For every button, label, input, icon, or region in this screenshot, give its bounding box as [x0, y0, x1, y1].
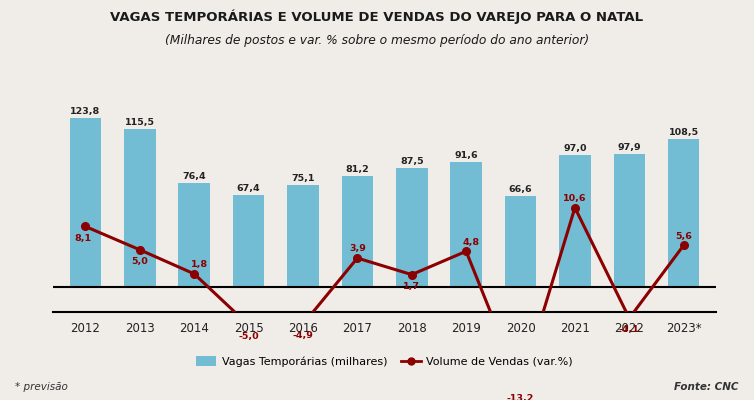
Bar	[179, 183, 210, 287]
Text: 76,4: 76,4	[182, 172, 206, 181]
Text: Fonte: CNC: Fonte: CNC	[674, 382, 739, 392]
Text: VAGAS TEMPORÁRIAS E VOLUME DE VENDAS DO VAREJO PARA O NATAL: VAGAS TEMPORÁRIAS E VOLUME DE VENDAS DO …	[110, 10, 644, 24]
Bar	[450, 162, 482, 287]
Text: -5,0: -5,0	[238, 332, 259, 341]
Text: 4,8: 4,8	[463, 238, 480, 246]
Text: 108,5: 108,5	[669, 128, 699, 137]
Text: 5,6: 5,6	[676, 232, 692, 240]
Text: 81,2: 81,2	[345, 165, 369, 174]
Text: 66,6: 66,6	[509, 185, 532, 194]
Text: 91,6: 91,6	[455, 151, 478, 160]
Text: * previsão: * previsão	[15, 382, 68, 392]
Text: 1,8: 1,8	[191, 260, 208, 269]
Text: 87,5: 87,5	[400, 157, 424, 166]
Text: 97,9: 97,9	[618, 142, 641, 152]
Text: 67,4: 67,4	[237, 184, 260, 193]
Text: 8,1: 8,1	[74, 234, 91, 243]
Bar	[559, 155, 590, 287]
Text: -13,2: -13,2	[507, 394, 534, 400]
Bar	[124, 130, 155, 287]
Bar	[233, 195, 265, 287]
Text: (Milhares de postos e var. % sobre o mesmo período do ano anterior): (Milhares de postos e var. % sobre o mes…	[165, 34, 589, 47]
Text: 75,1: 75,1	[291, 174, 314, 183]
Legend: Vagas Temporárias (milhares), Volume de Vendas (var.%): Vagas Temporárias (milhares), Volume de …	[192, 352, 578, 371]
Text: 5,0: 5,0	[131, 257, 149, 266]
Bar	[396, 168, 428, 287]
Text: -4,1: -4,1	[619, 325, 639, 334]
Bar	[69, 118, 101, 287]
Text: -4,9: -4,9	[293, 331, 314, 340]
Text: 123,8: 123,8	[70, 107, 100, 116]
Bar	[668, 139, 700, 287]
Text: 97,0: 97,0	[563, 144, 587, 153]
Text: 115,5: 115,5	[125, 118, 155, 128]
Bar	[614, 154, 645, 287]
Text: 1,7: 1,7	[403, 282, 420, 291]
Bar	[342, 176, 373, 287]
Bar	[504, 196, 536, 287]
Text: 10,6: 10,6	[563, 194, 587, 203]
Bar	[287, 185, 319, 287]
Text: 3,9: 3,9	[349, 244, 366, 253]
